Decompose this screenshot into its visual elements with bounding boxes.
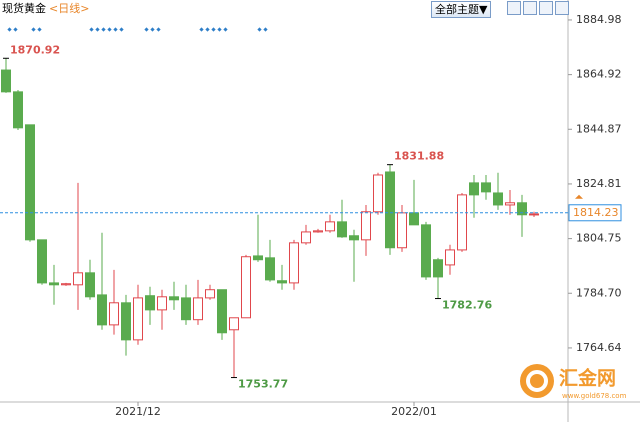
event-marker bbox=[107, 27, 112, 32]
event-marker bbox=[7, 27, 12, 32]
candle-body bbox=[97, 294, 107, 326]
candle-body bbox=[385, 171, 395, 249]
candle-body bbox=[85, 272, 95, 298]
candle-body bbox=[193, 297, 203, 321]
candle-body bbox=[445, 249, 455, 266]
event-marker bbox=[37, 27, 42, 32]
logo bbox=[520, 364, 554, 398]
candle-body bbox=[517, 202, 527, 216]
candle-body bbox=[169, 296, 179, 301]
event-marker bbox=[257, 27, 262, 32]
symbol: 现货黄金 bbox=[2, 1, 46, 15]
candle-body bbox=[61, 283, 71, 286]
candle-body bbox=[133, 297, 143, 341]
event-marker bbox=[113, 27, 118, 32]
candle-body bbox=[301, 231, 311, 244]
candle-body bbox=[229, 317, 239, 331]
watermark-url: www.gold678.com bbox=[562, 392, 627, 400]
candle-body bbox=[529, 213, 539, 216]
candle-body bbox=[469, 182, 479, 196]
candle-body bbox=[433, 259, 443, 278]
tool-icon[interactable] bbox=[555, 1, 569, 15]
event-marker bbox=[223, 27, 228, 32]
y-tick-label: 1824.81 bbox=[576, 177, 622, 190]
candle-body bbox=[25, 124, 35, 241]
watermark: 汇金网 www.gold678.com bbox=[520, 364, 627, 400]
y-tick-label: 1804.75 bbox=[576, 232, 622, 245]
candle-body bbox=[205, 289, 215, 299]
event-marker bbox=[263, 27, 268, 32]
event-marker bbox=[95, 27, 100, 32]
event-marker bbox=[156, 27, 161, 32]
annotation: 1831.88 bbox=[394, 150, 444, 163]
candle-body bbox=[397, 212, 407, 249]
annotation: 1753.77 bbox=[238, 378, 288, 391]
x-tick-label: 2022/01 bbox=[391, 405, 437, 418]
y-tick-label: 1844.87 bbox=[576, 122, 622, 135]
candle-body bbox=[181, 297, 191, 321]
annotation: 1870.92 bbox=[10, 43, 60, 56]
event-marker bbox=[31, 27, 36, 32]
current-price-label: 1814.23 bbox=[573, 206, 619, 219]
tool-icon[interactable] bbox=[507, 1, 521, 15]
candle-body bbox=[481, 182, 491, 193]
period: <日线> bbox=[49, 1, 89, 15]
candle-body bbox=[253, 255, 263, 261]
candle-body bbox=[49, 282, 59, 286]
candle-body bbox=[505, 202, 515, 206]
candle-body bbox=[313, 230, 323, 233]
candle-body bbox=[121, 302, 131, 341]
candle-body bbox=[145, 295, 155, 311]
y-tick-label: 1884.98 bbox=[576, 13, 622, 26]
annotation: 1782.76 bbox=[442, 299, 492, 312]
current-price-box bbox=[568, 204, 622, 222]
candle-body bbox=[265, 257, 275, 281]
event-marker bbox=[144, 27, 149, 32]
y-tick-label: 1764.64 bbox=[576, 341, 622, 354]
candle-body bbox=[493, 192, 503, 206]
event-marker bbox=[217, 27, 222, 32]
candle-body bbox=[109, 302, 119, 326]
event-marker bbox=[205, 27, 210, 32]
candle-body bbox=[349, 235, 359, 241]
event-marker bbox=[199, 27, 204, 32]
candle-body bbox=[241, 256, 251, 319]
tool-icon[interactable] bbox=[523, 1, 537, 15]
candle-body bbox=[217, 289, 227, 334]
candle-body bbox=[457, 194, 467, 251]
logo-mark bbox=[526, 370, 548, 392]
candle-body bbox=[37, 239, 47, 284]
event-marker bbox=[13, 27, 18, 32]
y-tick-label: 1784.70 bbox=[576, 286, 622, 299]
x-tick-label: 2021/12 bbox=[115, 405, 161, 418]
event-marker bbox=[150, 27, 155, 32]
event-marker bbox=[101, 27, 106, 32]
event-marker bbox=[211, 27, 216, 32]
candle-body bbox=[421, 224, 431, 278]
candle-body bbox=[409, 212, 419, 226]
candle-body bbox=[337, 221, 347, 238]
event-marker bbox=[119, 27, 124, 32]
candle-body bbox=[289, 242, 299, 284]
candle-body bbox=[361, 211, 371, 241]
candle-body bbox=[325, 221, 335, 232]
tool-icon[interactable] bbox=[539, 1, 553, 15]
y-tick-label: 1864.92 bbox=[576, 68, 622, 81]
candle-body bbox=[277, 280, 287, 284]
candle-body bbox=[373, 174, 383, 213]
event-marker bbox=[89, 27, 94, 32]
candle-body bbox=[13, 91, 23, 129]
candle-body bbox=[73, 272, 83, 286]
watermark-name: 汇金网 bbox=[559, 367, 616, 390]
price-arrow bbox=[575, 194, 583, 199]
candle-body bbox=[1, 69, 11, 93]
theme-button[interactable]: 全部主题▼ bbox=[431, 1, 492, 18]
candle-body bbox=[157, 296, 167, 311]
